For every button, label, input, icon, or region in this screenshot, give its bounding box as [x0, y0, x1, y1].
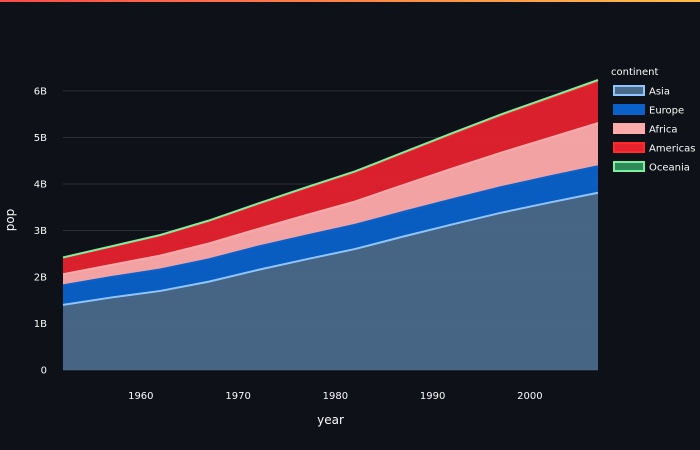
line-europe [62, 165, 599, 287]
line-africa [62, 122, 599, 276]
area-americas[interactable] [63, 81, 598, 275]
legend-item-oceania[interactable]: Oceania [613, 161, 690, 174]
y-tick-label: 6B [34, 86, 47, 97]
legend-item-africa[interactable]: Africa [613, 123, 678, 136]
y-tick-label: 4B [34, 179, 47, 190]
y-axis-ticks: 0 1B 2B 3B 4B 5B 6B [34, 86, 47, 376]
legend-swatch [613, 123, 645, 134]
x-axis-ticks: 1960 1970 1980 1990 2000 [128, 391, 543, 402]
legend-swatch [613, 85, 645, 96]
line-oceania [62, 79, 599, 259]
legend-item-americas[interactable]: Americas [613, 142, 695, 155]
legend-item-europe[interactable]: Europe [613, 104, 684, 117]
legend: continent Asia Europe Africa Americas Oceani… [611, 67, 695, 174]
legend-item-asia[interactable]: Asia [613, 85, 670, 98]
legend-swatch [613, 104, 645, 115]
x-tick-label: 1990 [420, 391, 445, 402]
y-tick-label: 0 [41, 366, 47, 377]
area-asia[interactable] [63, 192, 598, 370]
area-europe[interactable] [63, 166, 598, 305]
area-africa[interactable] [63, 123, 598, 286]
x-tick-label: 2000 [517, 391, 542, 402]
area-layers [63, 80, 598, 370]
x-tick-label: 1980 [323, 391, 348, 402]
legend-label: Asia [649, 87, 670, 98]
y-axis-title: pop [3, 209, 17, 232]
series-lines [62, 79, 599, 306]
legend-swatch [613, 142, 645, 153]
y-tick-label: 5B [34, 133, 47, 144]
top-accent-strip [0, 0, 700, 2]
legend-label: Africa [649, 125, 678, 136]
legend-label: Americas [649, 144, 695, 155]
legend-label: Europe [649, 106, 684, 117]
y-tick-label: 2B [34, 272, 47, 283]
line-asia [62, 191, 599, 306]
legend-swatch [613, 161, 645, 172]
x-axis-title: year [317, 413, 344, 427]
y-tick-label: 3B [34, 226, 47, 237]
x-tick-label: 1970 [225, 391, 250, 402]
x-tick-label: 1960 [128, 391, 153, 402]
y-tick-label: 1B [34, 319, 47, 330]
legend-label: Oceania [649, 163, 690, 174]
legend-title: continent [611, 67, 658, 78]
